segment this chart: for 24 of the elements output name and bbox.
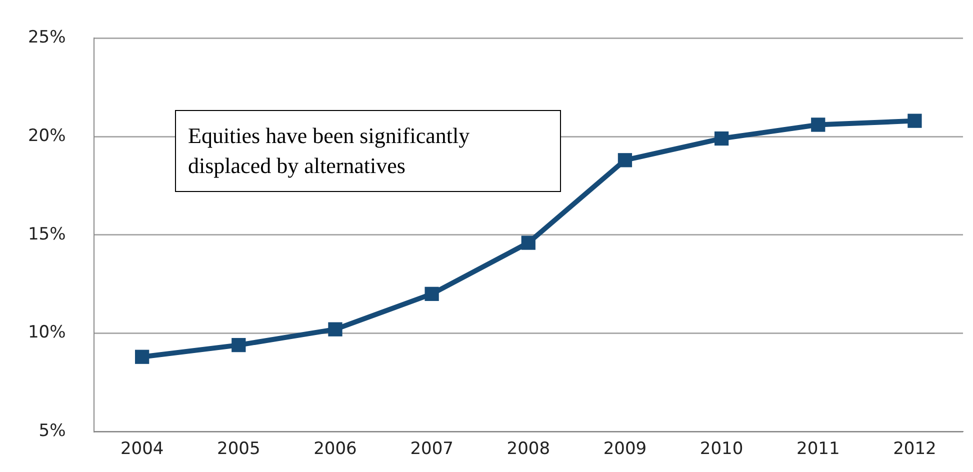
- x-tick-label: 2009: [603, 439, 647, 460]
- y-tick-label: 5%: [38, 421, 66, 442]
- x-tick-label: 2004: [120, 439, 164, 460]
- y-tick-label: 15%: [28, 224, 66, 244]
- point: [232, 338, 246, 352]
- y-tick-label: 10%: [28, 322, 66, 343]
- x-tick-label: 2012: [893, 439, 936, 460]
- point: [328, 322, 342, 336]
- x-tick-label: 2008: [506, 439, 550, 460]
- point: [521, 236, 536, 250]
- x-tick-label: 2007: [410, 439, 454, 460]
- point: [424, 286, 439, 301]
- text-box: Equities have been significantly displaced by alternatives: [175, 110, 561, 192]
- x-tick-label: 2010: [700, 439, 744, 460]
- y-tick-label: 20%: [28, 126, 66, 146]
- x-tick-label: 2006: [314, 439, 357, 460]
- point: [714, 131, 729, 146]
- point: [908, 114, 922, 128]
- point: [618, 153, 632, 168]
- y-tick-label: 25%: [28, 28, 66, 48]
- point: [135, 350, 150, 364]
- x-tick-label: 2005: [217, 439, 260, 460]
- point: [811, 118, 826, 132]
- x-tick-label: 2011: [796, 439, 840, 460]
